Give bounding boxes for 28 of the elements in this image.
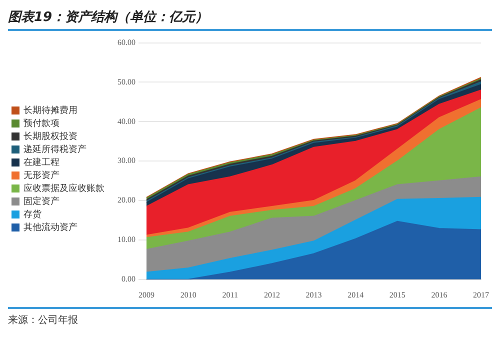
legend-label: 在建工程 bbox=[24, 156, 60, 168]
source-note: 来源：公司年报 bbox=[8, 314, 79, 327]
x-tick-label: 2009 bbox=[138, 290, 154, 300]
y-tick-label: 60.00 bbox=[118, 38, 136, 47]
legend-label: 固定资产 bbox=[24, 196, 60, 207]
legend-label: 预付款项 bbox=[24, 118, 60, 129]
legend-label: 存货 bbox=[24, 208, 42, 220]
y-tick-label: 40.00 bbox=[118, 116, 136, 126]
legend-label: 长期股权投资 bbox=[24, 130, 78, 142]
x-tick-label: 2017 bbox=[473, 290, 489, 300]
x-tick-label: 2013 bbox=[306, 290, 322, 300]
x-tick-label: 2015 bbox=[389, 290, 406, 300]
y-tick-label: 30.00 bbox=[118, 156, 136, 166]
y-tick-label: 10.00 bbox=[118, 235, 136, 244]
x-tick-label: 2016 bbox=[431, 290, 448, 300]
chart-title: 图表19：资产结构（单位：亿元） bbox=[8, 8, 492, 31]
y-tick-label: 20.00 bbox=[118, 196, 136, 205]
x-tick-label: 2010 bbox=[180, 290, 196, 300]
x-tick-label: 2012 bbox=[264, 290, 280, 300]
legend-label: 应收票据及应收账款 bbox=[24, 182, 104, 194]
legend-label: 递延所得税资产 bbox=[24, 144, 86, 155]
legend-label: 其他流动资产 bbox=[24, 222, 78, 233]
x-tick-label: 2014 bbox=[348, 290, 364, 300]
y-tick-label: 50.00 bbox=[118, 77, 136, 86]
y-tick-label: 0.00 bbox=[122, 274, 136, 284]
legend-label: 长期待摊费用 bbox=[24, 104, 78, 116]
legend-label: 无形资产 bbox=[24, 170, 60, 181]
x-tick-label: 2011 bbox=[222, 290, 238, 300]
